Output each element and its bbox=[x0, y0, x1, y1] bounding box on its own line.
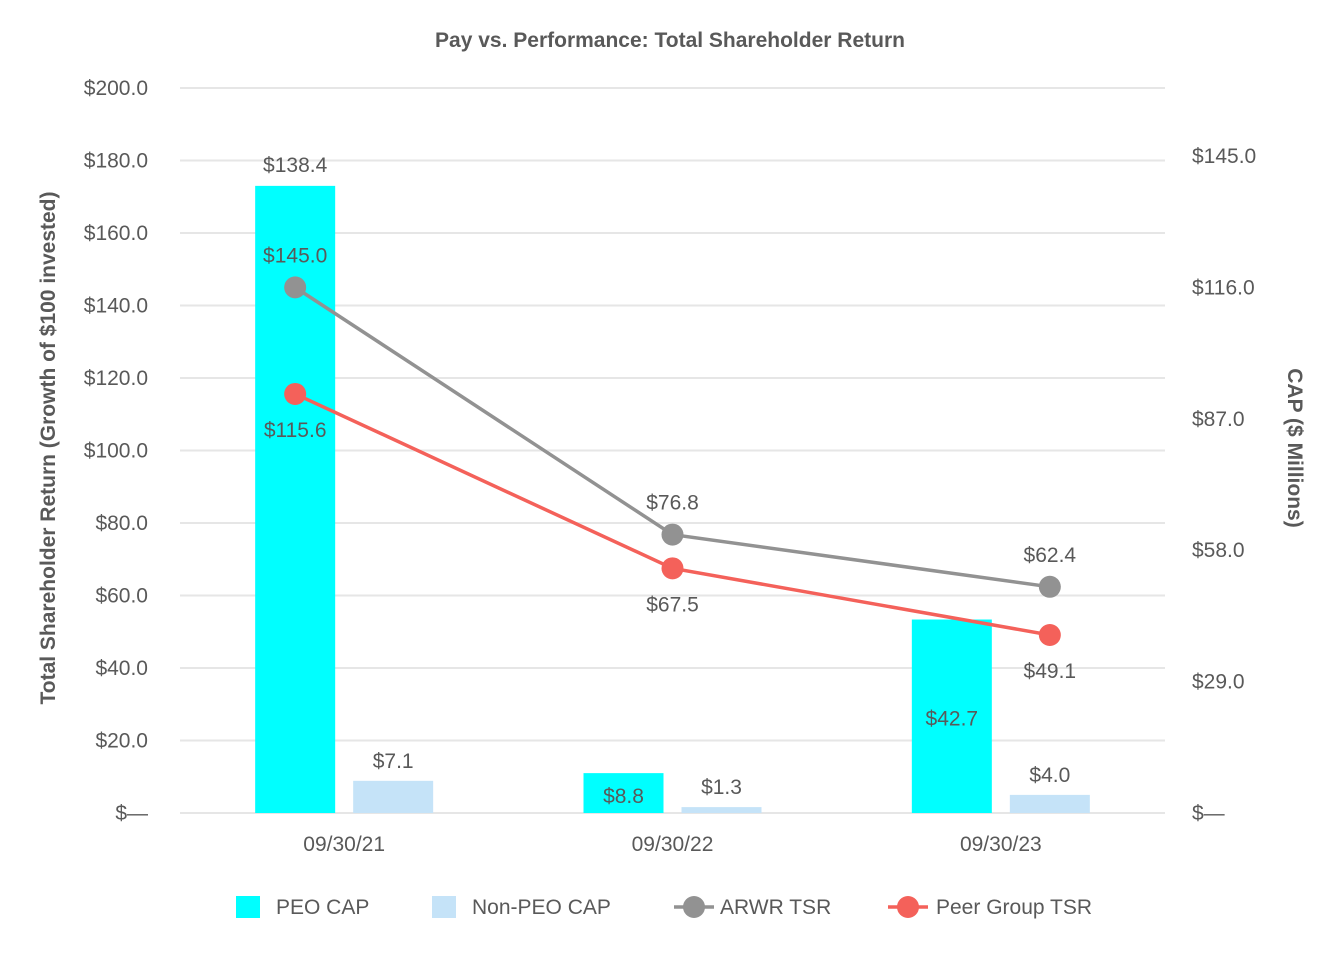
bar-data-label: $8.8 bbox=[603, 785, 644, 808]
bar-data-label: $1.3 bbox=[701, 776, 742, 799]
line-point-peer-group-tsr bbox=[1038, 624, 1061, 647]
y2-tick-label: $58.0 bbox=[1192, 539, 1245, 562]
bar-peo-cap bbox=[583, 773, 664, 813]
line-data-label: $62.4 bbox=[1024, 544, 1077, 567]
y-tick-label: $100.0 bbox=[84, 440, 148, 463]
bar-data-label: $42.7 bbox=[926, 708, 979, 731]
y2-tick-label: $145.0 bbox=[1192, 145, 1256, 168]
y-tick-label: $140.0 bbox=[84, 295, 148, 318]
lines bbox=[284, 276, 1061, 647]
line-point-arwr-tsr bbox=[661, 523, 684, 546]
bar-non-peo-cap bbox=[353, 780, 434, 813]
right-axis-ticks: $— $29.0 $58.0 $87.0 $116.0 $145.0 bbox=[1192, 145, 1256, 825]
y-tick-label: $60.0 bbox=[95, 585, 148, 608]
bar-peo-cap bbox=[911, 619, 992, 813]
line-data-label: $76.8 bbox=[646, 492, 699, 515]
y-tick-label: $80.0 bbox=[95, 512, 148, 535]
bar-data-label: $7.1 bbox=[373, 750, 414, 773]
x-tick-label: 09/30/22 bbox=[632, 833, 714, 856]
bar-non-peo-cap bbox=[681, 807, 762, 813]
chart-title: Pay vs. Performance: Total Shareholder R… bbox=[435, 29, 905, 52]
y-tick-label: $— bbox=[115, 802, 148, 825]
legend-label-non-peo-cap: Non-PEO CAP bbox=[472, 896, 611, 919]
legend-swatch-non-peo-cap bbox=[432, 896, 456, 918]
y2-axis-title: CAP ($ Millions) bbox=[1283, 368, 1306, 527]
y-tick-label: $120.0 bbox=[84, 367, 148, 390]
line-data-label: $115.6 bbox=[264, 419, 327, 442]
y2-tick-label: $29.0 bbox=[1192, 671, 1245, 694]
x-axis-ticks: 09/30/21 09/30/22 09/30/23 bbox=[303, 833, 1041, 856]
legend-label-peer-group-tsr: Peer Group TSR bbox=[936, 896, 1092, 919]
line-point-arwr-tsr bbox=[284, 276, 307, 299]
legend-label-peo-cap: PEO CAP bbox=[276, 896, 369, 919]
line-point-arwr-tsr bbox=[1038, 575, 1061, 598]
y-axis-title: Total Shareholder Return (Growth of $100… bbox=[37, 191, 60, 704]
bar-data-label: $4.0 bbox=[1029, 764, 1070, 787]
data-labels: $138.4 $8.8 $42.7 $7.1 $1.3 $4.0 $145.0 $76.8 $6… bbox=[263, 154, 1076, 808]
line-data-label: $145.0 bbox=[263, 244, 327, 267]
line-point-peer-group-tsr bbox=[661, 557, 684, 580]
bar-data-label: $138.4 bbox=[263, 154, 328, 177]
x-tick-label: 09/30/21 bbox=[303, 833, 385, 856]
line-data-label: $67.5 bbox=[646, 593, 699, 616]
gridlines bbox=[180, 87, 1165, 814]
legend-marker-arwr-tsr bbox=[683, 896, 705, 918]
legend-swatch-peo-cap bbox=[236, 896, 260, 918]
legend-label-arwr-tsr: ARWR TSR bbox=[720, 896, 831, 919]
y-tick-label: $200.0 bbox=[84, 77, 148, 100]
x-tick-label: 09/30/23 bbox=[960, 833, 1042, 856]
y-tick-label: $180.0 bbox=[84, 150, 148, 173]
bar-non-peo-cap bbox=[1009, 794, 1090, 813]
y2-tick-label: $— bbox=[1192, 802, 1225, 825]
bars bbox=[255, 185, 1090, 813]
y2-tick-label: $116.0 bbox=[1192, 276, 1255, 299]
y-tick-label: $40.0 bbox=[95, 657, 148, 680]
left-axis-ticks: $— $20.0 $40.0 $60.0 $80.0 $100.0 $120.0 $140.0… bbox=[84, 77, 148, 825]
y-tick-label: $20.0 bbox=[95, 730, 148, 753]
line-point-peer-group-tsr bbox=[284, 382, 307, 405]
line-data-label: $49.1 bbox=[1024, 660, 1077, 683]
legend: PEO CAP Non-PEO CAP ARWR TSR Peer Group TSR bbox=[236, 896, 1092, 919]
y-tick-label: $160.0 bbox=[84, 222, 148, 245]
y2-tick-label: $87.0 bbox=[1192, 408, 1245, 431]
legend-marker-peer-group-tsr bbox=[897, 896, 919, 918]
